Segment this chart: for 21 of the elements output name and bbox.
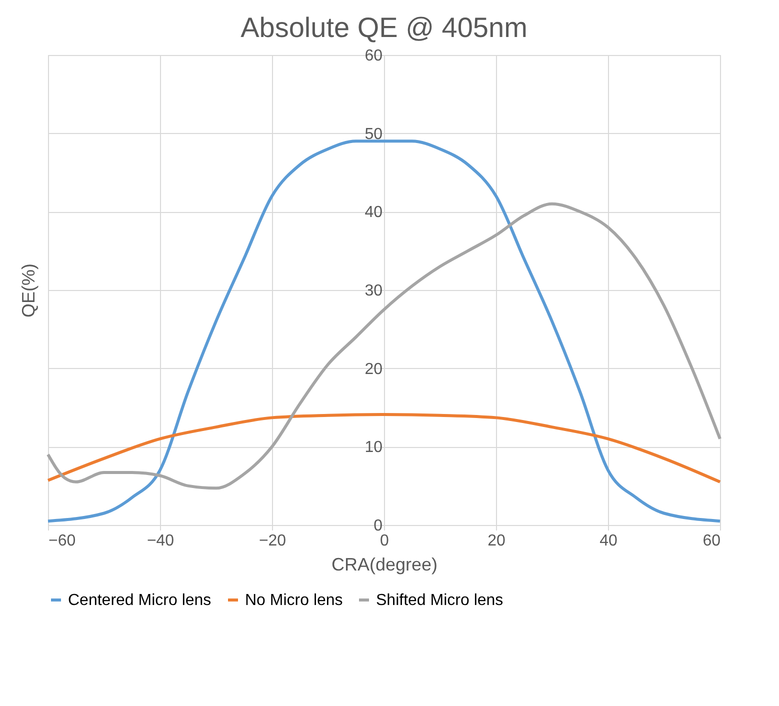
x-tick-label: −60 xyxy=(48,532,76,550)
y-tick-label: 0 xyxy=(374,518,383,534)
y-tick-label: 10 xyxy=(364,439,383,456)
y-tick-label: 30 xyxy=(364,282,383,300)
x-tick-label: −40 xyxy=(146,532,174,550)
line-series xyxy=(46,413,722,484)
y-tick-label: 40 xyxy=(364,204,383,222)
y-tick-label: 20 xyxy=(364,360,383,378)
chart-title: Absolute QE @ 405nm xyxy=(240,12,528,43)
x-tick-label: −20 xyxy=(258,532,286,550)
y-tick-label: 60 xyxy=(364,48,383,64)
x-tick-label: 20 xyxy=(488,532,506,550)
x-axis-title: CRA(degree) xyxy=(331,554,438,574)
x-tick-label: 40 xyxy=(600,532,618,550)
legend-label: Centered Micro lens xyxy=(68,592,212,609)
legend-label: No Micro lens xyxy=(245,592,343,609)
legend-label: Shifted Micro lens xyxy=(376,592,504,609)
y-axis-title: QE(%) xyxy=(18,264,38,318)
line-series xyxy=(46,202,722,490)
x-tick-label: 60 xyxy=(702,532,721,550)
y-tick-label: 50 xyxy=(364,126,383,143)
